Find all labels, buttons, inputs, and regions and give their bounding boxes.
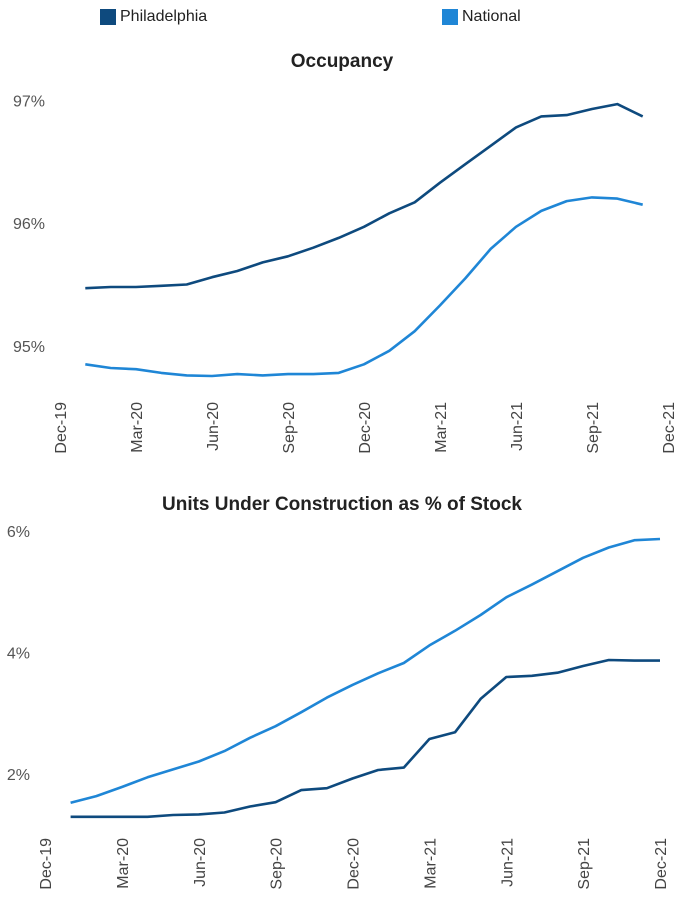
x-tick-label-dec-20: Dec-20 xyxy=(357,402,374,454)
x-tick-label-dec-19: Dec-19 xyxy=(53,402,70,454)
chart-title: Units Under Construction as % of Stock xyxy=(162,494,522,515)
x-tick-label-mar-20: Mar-20 xyxy=(115,838,132,889)
legend-item-national: National xyxy=(442,8,521,26)
x-tick-label-sep-20: Sep-20 xyxy=(281,402,298,454)
y-tick-label-95: 95% xyxy=(13,339,45,356)
construction-chart: Units Under Construction as % of Stock 6%… xyxy=(7,494,670,890)
legend-item-philadelphia: Philadelphia xyxy=(100,8,207,26)
occupancy-chart: Occupancy 97% 96% 95% Dec-19 Mar-20 Jun-20 Sep-… xyxy=(13,51,678,454)
x-tick-label-mar-21: Mar-21 xyxy=(433,402,450,453)
x-tick-label-sep-21: Sep-21 xyxy=(576,838,593,890)
legend-label-national: National xyxy=(462,8,521,25)
x-tick-label-sep-20: Sep-20 xyxy=(269,838,286,890)
series-line-philadelphia xyxy=(70,658,660,819)
y-tick-label-6: 6% xyxy=(7,524,30,541)
legend-label-philadelphia: Philadelphia xyxy=(120,8,208,25)
y-tick-label-2: 2% xyxy=(7,767,30,784)
x-tick-label-mar-20: Mar-20 xyxy=(129,402,146,453)
x-tick-label-dec-20: Dec-20 xyxy=(346,838,363,890)
x-tick-label-jun-21: Jun-21 xyxy=(509,402,526,451)
x-tick-label-jun-21: Jun-21 xyxy=(499,838,516,887)
x-tick-label-dec-21: Dec-21 xyxy=(653,838,670,890)
y-tick-label-97: 97% xyxy=(13,93,45,110)
series-line-philadelphia xyxy=(85,102,644,290)
x-tick-label-mar-21: Mar-21 xyxy=(422,838,439,889)
y-tick-label-4: 4% xyxy=(7,646,30,663)
x-tick-label-jun-20: Jun-20 xyxy=(205,402,222,451)
x-tick-label-dec-21: Dec-21 xyxy=(661,402,678,454)
legend-swatch-philadelphia xyxy=(100,9,116,25)
x-tick-label-sep-21: Sep-21 xyxy=(585,402,602,454)
legend: Philadelphia National xyxy=(0,0,684,34)
series-line-national xyxy=(85,196,644,378)
x-tick-label-dec-19: Dec-19 xyxy=(38,838,55,890)
y-tick-label-96: 96% xyxy=(13,216,45,233)
x-tick-label-jun-20: Jun-20 xyxy=(192,838,209,887)
chart-title: Occupancy xyxy=(291,51,394,72)
legend-swatch-national xyxy=(442,9,458,25)
series-line-national xyxy=(70,537,661,805)
